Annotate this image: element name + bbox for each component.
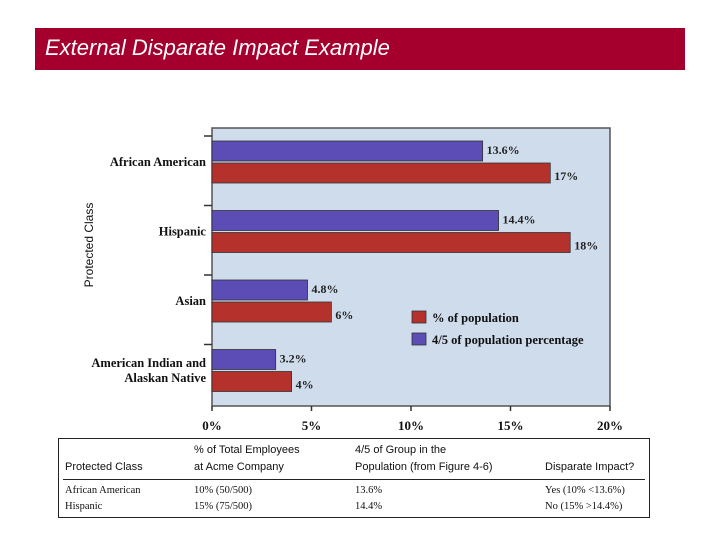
legend-label: 4/5 of population percentage [432, 333, 584, 347]
row-0-impact: Yes (10% <13.6%) [545, 485, 625, 496]
x-tick-label: 20% [597, 418, 623, 433]
row-1-class: Hispanic [65, 501, 103, 512]
header-protected-class: Protected Class [65, 461, 143, 473]
bar-population [211, 301, 332, 323]
category-label: Asian [175, 294, 206, 308]
bar-four-fifths [211, 349, 277, 370]
bar-four-fifths [211, 210, 499, 231]
bar-value-label: 14.4% [503, 213, 536, 227]
header-group-line1: 4/5 of Group in the [355, 444, 447, 456]
row-1-impact: No (15% >14.4%) [545, 501, 623, 512]
category-label: Hispanic [159, 225, 207, 239]
bar-value-label: 4% [296, 378, 314, 392]
x-tick-label: 5% [302, 418, 322, 433]
bar-value-label: 4.8% [312, 282, 339, 296]
category-label: African American [110, 155, 206, 169]
legend-swatch [411, 310, 427, 324]
bar-chart: Protected Class 0% 5% 10% 15% 20% 13.6% 17% Afr… [82, 127, 623, 433]
row-0-employees: 10% (50/500) [194, 485, 253, 496]
row-1-employees: 15% (75/500) [194, 501, 253, 512]
title-bar: External Disparate Impact Example [35, 28, 685, 70]
bar-value-label: 6% [335, 308, 353, 322]
slide-title: External Disparate Impact Example [45, 35, 390, 60]
header-group-line2: Population (from Figure 4-6) [355, 461, 493, 473]
y-axis-label: Protected Class [82, 203, 96, 288]
x-tick-label: 0% [202, 418, 222, 433]
bar-four-fifths [211, 279, 308, 301]
legend-swatch [411, 332, 427, 346]
row-0-class: African American [65, 485, 141, 496]
x-tick-label: 10% [398, 418, 424, 433]
header-employees-line1: % of Total Employees [194, 444, 300, 456]
bar-population [211, 371, 292, 392]
category-label: Alaskan Native [124, 371, 206, 385]
header-rule [63, 479, 645, 480]
bar-value-label: 13.6% [487, 143, 520, 157]
bar-four-fifths [211, 140, 484, 162]
x-tick-label: 15% [498, 418, 524, 433]
bar-value-label: 17% [554, 169, 578, 183]
category-label: American Indian and [91, 356, 206, 370]
row-0-group: 13.6% [355, 485, 383, 496]
header-disparate-impact: Disparate Impact? [545, 461, 635, 473]
bar-population [211, 232, 571, 253]
bar-population [211, 162, 551, 184]
header-employees-line2: at Acme Company [194, 461, 284, 473]
row-1-group: 14.4% [355, 501, 383, 512]
bar-value-label: 18% [574, 239, 598, 253]
legend-label: % of population [432, 311, 519, 325]
disparate-impact-table: Protected Class % of Total Employees at … [58, 438, 650, 518]
bar-value-label: 3.2% [280, 352, 307, 366]
